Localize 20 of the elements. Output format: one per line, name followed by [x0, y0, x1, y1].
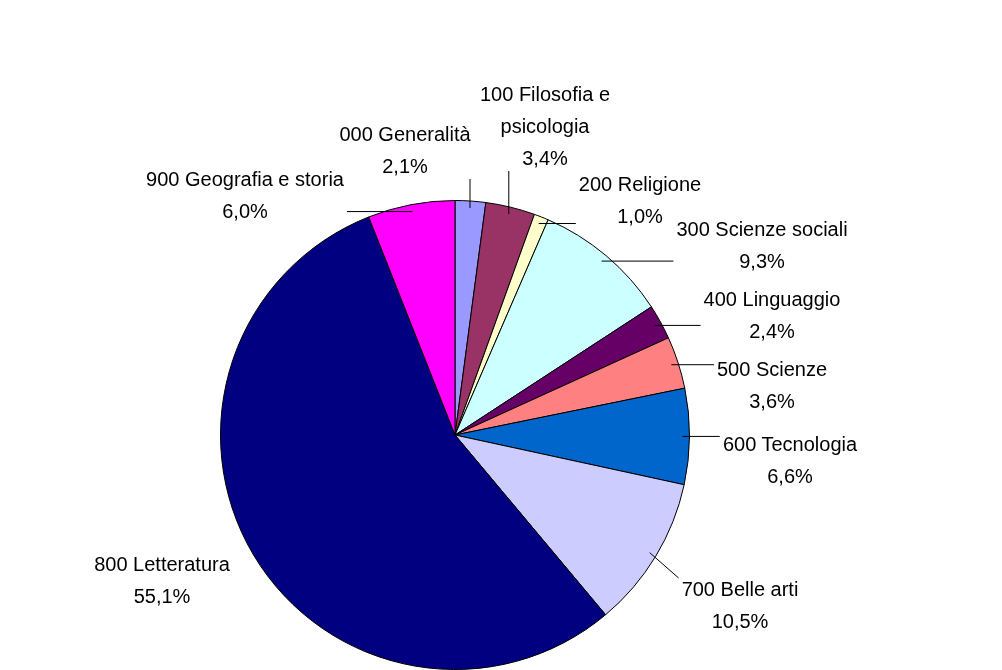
data-label: 3,4% [522, 146, 569, 169]
slice-label: 200 Religione [578, 172, 702, 195]
slice-label: 700 Belle arti [681, 577, 799, 600]
data-label: 6,6% [767, 464, 814, 487]
data-label: 9,3% [739, 249, 786, 272]
slice-label: 500 Scienze [716, 357, 828, 380]
data-label: 55,1% [133, 584, 191, 607]
slice-label: 300 Scienze sociali [676, 217, 848, 240]
slice-label: 800 Letteratura [94, 552, 231, 575]
data-label: 6,0% [222, 199, 269, 222]
data-label: 2,4% [749, 319, 796, 342]
data-label: 3,6% [749, 389, 796, 412]
slice-label: 100 Filosofia e psicologia [479, 82, 611, 137]
slice-label: 400 Linguaggio [703, 287, 841, 310]
slice-label: 000 Generalità [339, 122, 472, 145]
slice-label: 900 Geografia e storia [146, 167, 345, 190]
data-label: 1,0% [617, 204, 664, 227]
data-label: 2,1% [382, 154, 429, 177]
data-label: 10,5% [711, 609, 769, 632]
slice-label: 600 Tecnologia [722, 432, 858, 455]
